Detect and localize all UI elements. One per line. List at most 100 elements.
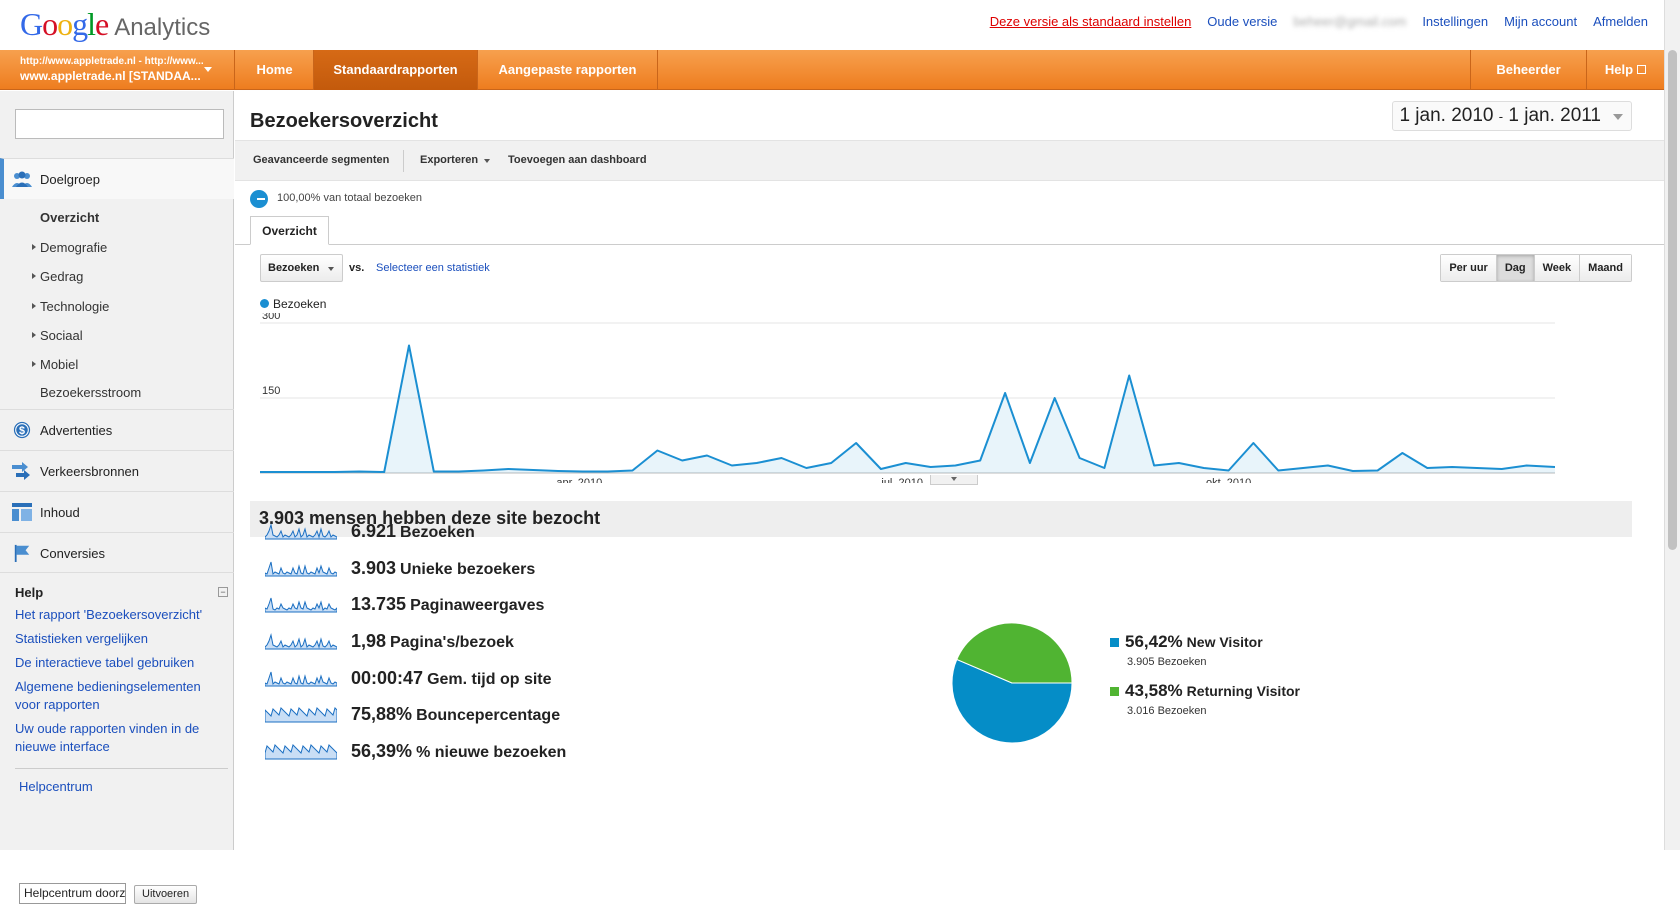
stat-name: Unieke bezoekers — [400, 561, 536, 578]
settings-link[interactable]: Instellingen — [1422, 14, 1489, 29]
sidebar-subitem-label: Gedrag — [40, 269, 84, 284]
expand-triangle-icon — [32, 303, 39, 309]
sidebar-item-content[interactable]: Inhoud — [0, 491, 234, 532]
sidebar-subitem-overview[interactable]: Overzicht — [40, 210, 100, 225]
granularity-hour-button[interactable]: Per uur — [1441, 255, 1497, 281]
dollar-icon: $ — [13, 421, 31, 439]
sidebar-subitem-visitor-flow[interactable]: Bezoekersstroom — [40, 385, 142, 400]
sparkline-icon — [265, 744, 337, 760]
collapse-icon[interactable]: − — [218, 587, 228, 597]
sidebar-item-ads[interactable]: $ Advertenties — [0, 409, 234, 450]
account-urls: http://www.appletrade.nl - http://www... — [20, 56, 204, 67]
chart-collapse-toggle[interactable] — [930, 475, 978, 485]
x-tick-label: apr. 2010 — [556, 477, 602, 483]
helpcenter-search-input[interactable]: Helpcentrum doorzoeken — [19, 883, 126, 904]
expand-triangle-icon — [32, 332, 39, 338]
pie-legend-name: Returning Visitor — [1186, 683, 1300, 699]
export-button[interactable]: Exporteren — [420, 154, 479, 166]
stat-name: % nieuwe bezoeken — [416, 744, 567, 761]
main-nav: http://www.appletrade.nl - http://www...… — [0, 50, 1664, 90]
sidebar-subitem-label: Mobiel — [40, 357, 79, 372]
date-end: 1 jan. 2011 — [1508, 105, 1601, 126]
old-version-link[interactable]: Oude versie — [1207, 14, 1278, 29]
expand-triangle-icon — [32, 361, 39, 367]
tab-home[interactable]: Home — [236, 50, 314, 90]
granularity-month-button[interactable]: Maand — [1580, 255, 1631, 281]
date-start: 1 jan. 2010 — [1399, 105, 1494, 126]
stat-name: Gem. tijd op site — [427, 671, 552, 688]
divider — [15, 768, 228, 769]
my-account-link[interactable]: Mijn account — [1504, 14, 1578, 29]
chevron-down-icon — [1613, 114, 1623, 125]
sidebar-item-conversions[interactable]: Conversies — [0, 532, 234, 573]
report-toolbar: Geavanceerde segmenten Exporteren Toevoe… — [235, 140, 1664, 181]
sign-out-link[interactable]: Afmelden — [1593, 14, 1648, 29]
sidebar-subitem-label: Demografie — [40, 240, 108, 255]
help-title: Help — [15, 585, 44, 600]
sparkline-icon — [265, 597, 337, 613]
toolbar-divider — [403, 150, 404, 172]
sidebar-item-traffic-sources[interactable]: Verkeersbronnen — [0, 450, 234, 491]
svg-text:$: $ — [19, 425, 25, 437]
help-link[interactable]: Het rapport 'Bezoekersoverzicht' — [15, 607, 203, 622]
helpcenter-go-button[interactable]: Uitvoeren — [134, 885, 198, 904]
metric-selector[interactable]: Bezoeken — [260, 254, 343, 282]
logo-product-name: Analytics — [114, 14, 211, 41]
visitor-type-pie-chart[interactable] — [950, 621, 1074, 745]
sidebar-subitem-social[interactable]: Sociaal — [32, 328, 83, 343]
scrollbar-thumb[interactable] — [1668, 50, 1677, 550]
granularity-day-button[interactable]: Dag — [1496, 255, 1535, 281]
y-tick-label: 150 — [262, 385, 280, 397]
advanced-segments-button[interactable]: Geavanceerde segmenten — [253, 154, 390, 166]
set-default-link[interactable]: Deze versie als standaard instellen — [989, 14, 1192, 29]
sidebar-subitem-mobile[interactable]: Mobiel — [32, 357, 79, 372]
help-link[interactable]: Statistieken vergelijken — [15, 631, 148, 646]
stat-value: 13.735 Paginaweergaves — [351, 594, 545, 614]
tab-underline — [235, 244, 1664, 245]
date-range-picker[interactable]: 1 jan. 2010 - 1 jan. 2011 — [1392, 101, 1632, 131]
legend-label: Bezoeken — [273, 297, 327, 311]
chevron-down-icon — [484, 159, 490, 166]
x-tick-label: okt. 2010 — [1206, 477, 1251, 483]
tab-help-label: Help — [1604, 62, 1634, 77]
account-selector[interactable]: http://www.appletrade.nl - http://www...… — [0, 50, 235, 90]
traffic-arrows-icon — [12, 462, 30, 480]
tab-custom-reports[interactable]: Aangepaste rapporten — [478, 50, 658, 90]
pie-slice[interactable] — [956, 622, 1073, 684]
helpcenter-label[interactable]: Helpcentrum — [19, 779, 93, 794]
account-profile: www.appletrade.nl [STANDAA... — [20, 69, 201, 83]
sidebar-subitem-demographics[interactable]: Demografie — [32, 240, 108, 255]
sparkline-icon — [265, 707, 337, 723]
page-scrollbar[interactable] — [1664, 0, 1680, 850]
sparkline-icon — [265, 523, 337, 540]
series-line[interactable] — [260, 344, 1555, 473]
tab-overview[interactable]: Overzicht — [250, 216, 329, 245]
stat-value: 56,39%% nieuwe bezoeken — [351, 741, 567, 761]
pie-slice[interactable] — [951, 658, 1073, 744]
stat-value: 6.921 Bezoeken — [351, 521, 475, 541]
help-link[interactable]: Uw oude rapporten vinden in de nieuwe in… — [15, 721, 200, 754]
add-to-dashboard-button[interactable]: Toevoegen aan dashboard — [508, 154, 647, 166]
google-analytics-logo[interactable]: Google Analytics — [20, 6, 211, 42]
sidebar-item-label: Advertenties — [40, 423, 113, 438]
stat-value: 75,88% Bouncepercentage — [351, 704, 561, 724]
pie-legend-name: New Visitor — [1186, 634, 1263, 650]
stat-name: Pagina's/bezoek — [390, 634, 514, 651]
help-link[interactable]: De interactieve tabel gebruiken — [15, 655, 195, 670]
tab-standard-reports[interactable]: Standaardrapporten — [314, 50, 478, 90]
visits-line-chart[interactable]: 300 150 apr. 2010 jul. 2010 okt. 2010 — [260, 313, 1555, 483]
chevron-down-icon — [204, 67, 212, 76]
stat-name: Bouncepercentage — [416, 707, 561, 724]
tab-help[interactable]: Help — [1587, 50, 1664, 90]
select-statistic-link[interactable]: Selecteer een statistiek — [376, 262, 490, 274]
granularity-week-button[interactable]: Week — [1534, 255, 1581, 281]
sidebar-subitem-behaviour[interactable]: Gedrag — [32, 269, 84, 284]
pie-legend-percentage: 56,42% New Visitor — [1125, 632, 1263, 651]
tab-admin[interactable]: Beheerder — [1470, 50, 1587, 90]
help-link[interactable]: Algemene bedieningselementen voor rappor… — [15, 679, 201, 712]
sidebar-item-label: Inhoud — [40, 505, 80, 520]
sidebar-subitem-technology[interactable]: Technologie — [32, 299, 109, 314]
stat-name: Bezoeken — [400, 524, 475, 541]
report-search-input[interactable] — [15, 109, 224, 139]
sidebar-item-audience[interactable]: Doelgroep — [0, 158, 234, 199]
